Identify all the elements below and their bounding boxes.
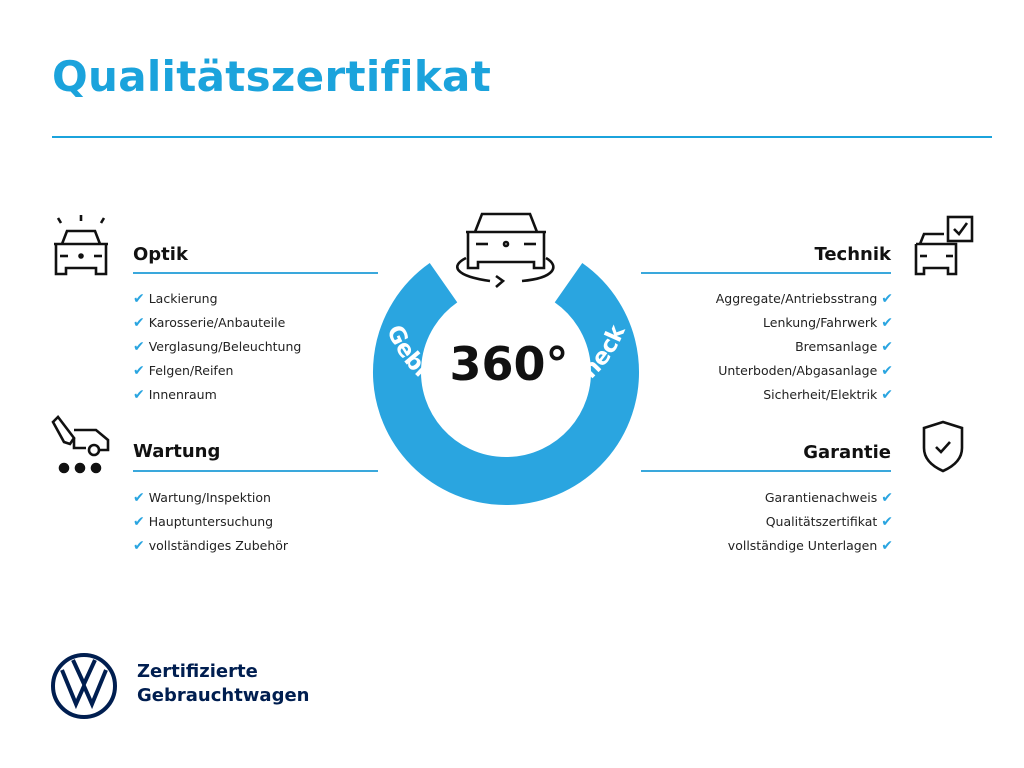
wartung-heading: Wartung	[133, 441, 221, 462]
optik-divider	[133, 272, 378, 274]
item-label: Qualitätszertifikat	[765, 514, 878, 529]
badge-ring	[373, 263, 639, 505]
check-badge: Gebrauchtwagen-Check 360°	[373, 212, 639, 505]
technik-divider	[641, 272, 891, 274]
list-item: ✔ Wartung/Inspektion	[133, 486, 288, 510]
list-item: Qualitätszertifikat ✔	[641, 510, 893, 534]
item-label: Innenraum	[148, 387, 217, 402]
item-label: Garantienachweis	[764, 490, 878, 505]
garantie-divider	[641, 470, 891, 472]
car-checklist-icon	[914, 215, 974, 276]
item-label: Lackierung	[148, 291, 218, 306]
check-icon: ✔	[881, 387, 893, 403]
brand-line-2: Gebrauchtwagen	[137, 685, 310, 706]
optik-list: ✔ Lackierung ✔ Karosserie/Anbauteile ✔ V…	[133, 287, 301, 407]
page-title: Qualitätszertifikat	[52, 52, 492, 101]
item-label: Karosserie/Anbauteile	[148, 315, 286, 330]
item-label: vollständiges Zubehör	[148, 538, 289, 553]
check-icon: ✔	[133, 363, 145, 379]
brand-line-1: Zertifizierte	[137, 661, 258, 682]
item-label: Sicherheit/Elektrik	[763, 387, 878, 402]
wartung-divider	[133, 470, 378, 472]
item-label: vollständige Unterlagen	[727, 538, 878, 553]
item-label: Lenkung/Fahrwerk	[763, 315, 878, 330]
check-icon: ✔	[881, 291, 893, 307]
check-icon: ✔	[881, 538, 893, 554]
item-label: Bremsanlage	[795, 339, 878, 354]
list-item: vollständige Unterlagen ✔	[641, 534, 893, 558]
list-item: ✔ Verglasung/Beleuchtung	[133, 335, 301, 359]
check-icon: ✔	[881, 315, 893, 331]
check-icon: ✔	[133, 514, 145, 530]
optik-heading: Optik	[133, 244, 188, 265]
car-rotate-icon	[456, 212, 555, 288]
check-icon: ✔	[881, 339, 893, 355]
item-label: Aggregate/Antriebsstrang	[715, 291, 878, 306]
list-item: ✔ vollständiges Zubehör	[133, 534, 288, 558]
vw-logo	[51, 653, 117, 719]
brand-text: Zertifizierte Gebrauchtwagen	[137, 660, 309, 708]
list-item: ✔ Hauptuntersuchung	[133, 510, 288, 534]
check-icon: ✔	[133, 339, 145, 355]
shield-check-icon	[922, 420, 964, 473]
list-item: Lenkung/Fahrwerk ✔	[641, 311, 893, 335]
garantie-heading: Garantie	[803, 442, 891, 463]
check-icon: ✔	[133, 387, 145, 403]
check-icon: ✔	[133, 490, 145, 506]
list-item: Unterboden/Abgasanlage ✔	[641, 359, 893, 383]
item-label: Wartung/Inspektion	[148, 490, 271, 505]
item-label: Felgen/Reifen	[148, 363, 234, 378]
car-lights-icon	[54, 215, 108, 276]
wartung-list: ✔ Wartung/Inspektion ✔ Hauptuntersuchung…	[133, 486, 288, 558]
check-icon: ✔	[881, 514, 893, 530]
list-item: Garantienachweis ✔	[641, 486, 893, 510]
garantie-list: Garantienachweis ✔ Qualitätszertifikat ✔…	[641, 486, 893, 558]
list-item: Bremsanlage ✔	[641, 335, 893, 359]
check-icon: ✔	[133, 538, 145, 554]
list-item: ✔ Felgen/Reifen	[133, 359, 301, 383]
title-divider	[52, 136, 992, 138]
check-icon: ✔	[133, 315, 145, 331]
list-item: Aggregate/Antriebsstrang ✔	[641, 287, 893, 311]
list-item: Sicherheit/Elektrik ✔	[641, 383, 893, 407]
list-item: ✔ Lackierung	[133, 287, 301, 311]
check-icon: ✔	[881, 363, 893, 379]
list-item: ✔ Innenraum	[133, 383, 301, 407]
badge-number: 360°	[449, 337, 568, 391]
item-label: Unterboden/Abgasanlage	[718, 363, 878, 378]
check-icon: ✔	[881, 490, 893, 506]
item-label: Verglasung/Beleuchtung	[148, 339, 302, 354]
technik-list: Aggregate/Antriebsstrang ✔ Lenkung/Fahrw…	[641, 287, 893, 407]
technik-heading: Technik	[814, 244, 891, 265]
check-icon: ✔	[133, 291, 145, 307]
list-item: ✔ Karosserie/Anbauteile	[133, 311, 301, 335]
item-label: Hauptuntersuchung	[148, 514, 274, 529]
car-service-icon	[51, 415, 110, 474]
